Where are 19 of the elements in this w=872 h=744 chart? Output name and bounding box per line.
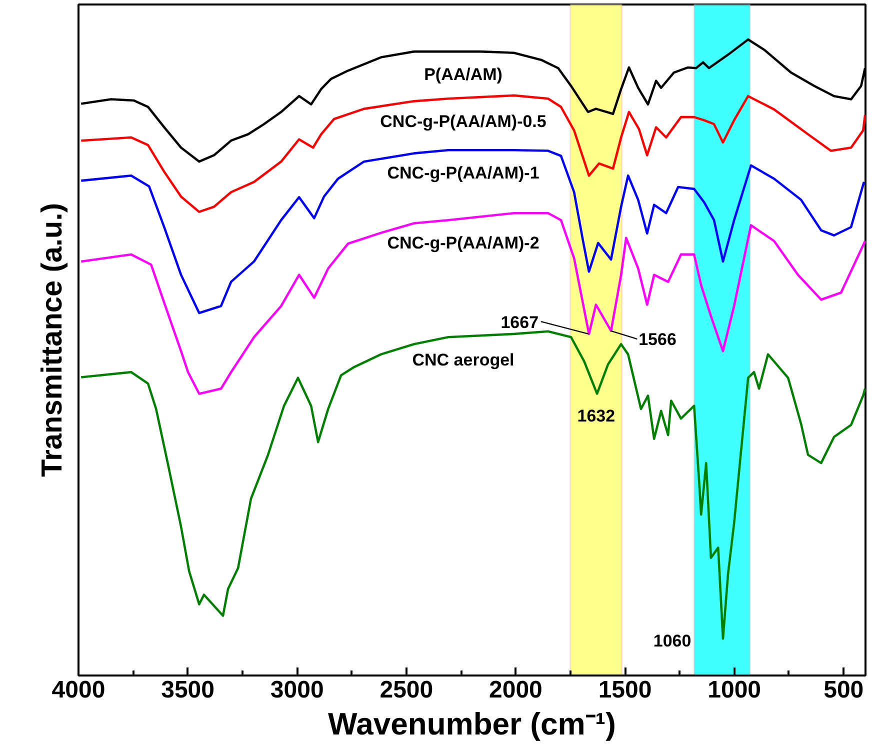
series-label: P(AA/AM) (424, 64, 502, 84)
annotation: 1632 (577, 406, 616, 426)
annotation: 1667 (500, 312, 539, 332)
x-axis-title: Wavenumber (cm⁻¹) (328, 706, 616, 742)
annotation: 1060 (653, 632, 692, 651)
x-tick-label: 1000 (708, 676, 762, 704)
x-tick-label: 1500 (598, 676, 652, 704)
x-tick-label: 4000 (52, 676, 106, 704)
x-tick-label: 3500 (161, 676, 214, 704)
series-label: CNC-g-P(AA/AM)-1 (387, 164, 540, 183)
x-tick-label: 500 (824, 676, 864, 704)
annotation: 1566 (638, 330, 676, 349)
y-axis-title: Transmittance (a.u.) (36, 203, 68, 477)
x-tick-label: 2500 (380, 676, 434, 704)
series-label: CNC aerogel (412, 350, 514, 370)
x-tick-label: 3000 (270, 676, 324, 704)
x-tick-label: 2000 (489, 676, 542, 704)
series-label: CNC-g-P(AA/AM)-0.5 (380, 112, 546, 132)
series-label: CNC-g-P(AA/AM)-2 (387, 234, 540, 253)
